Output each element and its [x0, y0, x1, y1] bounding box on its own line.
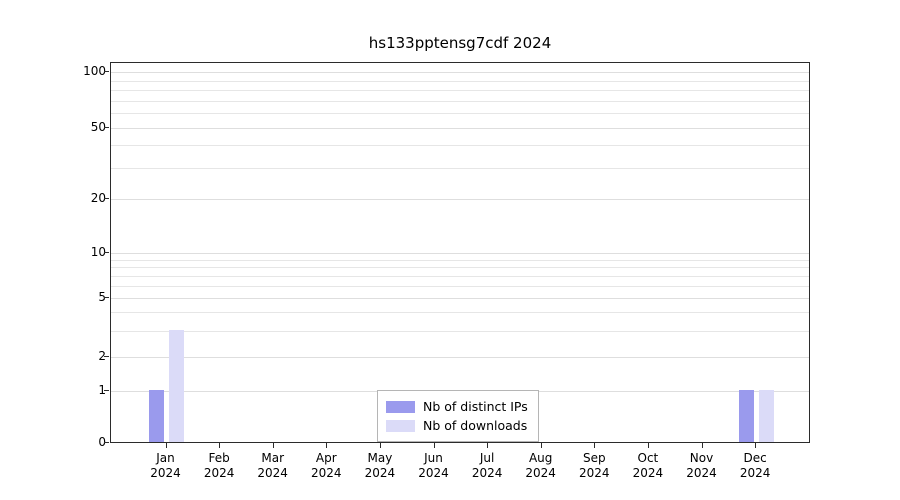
x-tick-year: 2024 — [418, 466, 449, 480]
x-tick-month: Jan — [156, 451, 175, 465]
x-tick-month: Oct — [637, 451, 659, 465]
x-tick-mark — [434, 443, 435, 448]
gridline — [111, 298, 809, 299]
x-tick-mark — [380, 443, 381, 448]
y-tick-label: 10 — [90, 245, 106, 259]
y-tick-mark — [104, 252, 109, 253]
gridline — [111, 101, 809, 102]
legend-label: Nb of downloads — [423, 418, 528, 433]
x-tick-mark — [648, 443, 649, 448]
y-tick-mark — [104, 71, 109, 72]
x-tick-label: Apr 2024 — [296, 451, 356, 481]
y-tick-label: 20 — [90, 191, 106, 205]
x-tick-label: Nov 2024 — [672, 451, 732, 481]
plot-area — [110, 62, 810, 443]
gridline — [111, 253, 809, 254]
y-tick-label: 50 — [90, 120, 106, 134]
x-tick-year: 2024 — [471, 466, 503, 480]
x-tick-month: Apr — [315, 451, 337, 465]
x-tick-year: 2024 — [150, 466, 181, 480]
x-tick-month: Jun — [424, 451, 443, 465]
x-tick-label: Sep 2024 — [564, 451, 624, 481]
legend-label: Nb of distinct IPs — [423, 399, 528, 414]
x-tick-year: 2024 — [364, 466, 396, 480]
x-tick-label: Feb 2024 — [189, 451, 249, 481]
bar-dec-distinct-ips — [739, 390, 754, 442]
x-tick-label: May 2024 — [350, 451, 410, 481]
y-tick-label: 5 — [98, 290, 106, 304]
x-tick-year: 2024 — [739, 466, 771, 480]
gridline — [111, 276, 809, 277]
y-tick-mark — [104, 356, 109, 357]
gridline — [111, 312, 809, 313]
x-tick-mark — [702, 443, 703, 448]
x-tick-mark — [219, 443, 220, 448]
chart-title: hs133pptensg7cdf 2024 — [368, 34, 552, 52]
gridline — [111, 260, 809, 261]
gridline — [111, 113, 809, 114]
x-tick-month: Jul — [479, 451, 495, 465]
x-tick-year: 2024 — [525, 466, 556, 480]
legend-swatch — [386, 419, 415, 432]
x-tick-mark — [326, 443, 327, 448]
x-tick-year: 2024 — [203, 466, 235, 480]
x-tick-label: Oct 2024 — [618, 451, 678, 481]
x-tick-label: Mar 2024 — [243, 451, 303, 481]
gridline — [111, 357, 809, 358]
x-tick-month: Mar — [261, 451, 284, 465]
bar-jan-distinct-ips — [149, 390, 164, 442]
gridline — [111, 145, 809, 146]
x-tick-month: Sep — [582, 451, 606, 465]
x-tick-mark — [755, 443, 756, 448]
legend-row: Nb of downloads — [386, 416, 528, 435]
x-tick-mark — [541, 443, 542, 448]
bar-jan-downloads — [169, 330, 184, 442]
x-tick-month: Dec — [743, 451, 767, 465]
y-tick-mark — [104, 198, 109, 199]
x-tick-mark — [594, 443, 595, 448]
y-tick-label: 2 — [98, 349, 106, 363]
gridline — [111, 199, 809, 200]
x-tick-label: Aug 2024 — [511, 451, 571, 481]
x-tick-label: Jun 2024 — [404, 451, 464, 481]
y-tick-label: 100 — [83, 64, 106, 78]
x-tick-mark — [273, 443, 274, 448]
y-tick-mark — [104, 127, 109, 128]
legend-row: Nb of distinct IPs — [386, 397, 528, 416]
gridline — [111, 267, 809, 268]
x-tick-mark — [166, 443, 167, 448]
x-tick-month: May — [367, 451, 393, 465]
x-tick-year: 2024 — [579, 466, 610, 480]
x-tick-year: 2024 — [632, 466, 664, 480]
x-tick-year: 2024 — [686, 466, 717, 480]
gridline — [111, 81, 809, 82]
y-tick-mark — [104, 297, 109, 298]
gridline — [111, 72, 809, 73]
y-tick-label: 1 — [98, 383, 106, 397]
legend: Nb of distinct IPs Nb of downloads — [377, 390, 539, 442]
gridline — [111, 286, 809, 287]
x-tick-mark — [487, 443, 488, 448]
x-tick-label: Jan 2024 — [136, 451, 196, 481]
x-tick-year: 2024 — [257, 466, 288, 480]
y-tick-label: 0 — [98, 435, 106, 449]
legend-swatch — [386, 400, 415, 413]
x-tick-month: Feb — [208, 451, 230, 465]
gridline — [111, 90, 809, 91]
x-tick-label: Jul 2024 — [457, 451, 517, 481]
y-tick-mark — [104, 390, 109, 391]
x-tick-year: 2024 — [311, 466, 342, 480]
x-tick-month: Nov — [689, 451, 714, 465]
gridline — [111, 168, 809, 169]
x-tick-month: Aug — [528, 451, 553, 465]
y-tick-mark — [104, 442, 109, 443]
x-tick-label: Dec 2024 — [725, 451, 785, 481]
bar-dec-downloads — [759, 390, 774, 442]
gridline — [111, 331, 809, 332]
gridline — [111, 128, 809, 129]
